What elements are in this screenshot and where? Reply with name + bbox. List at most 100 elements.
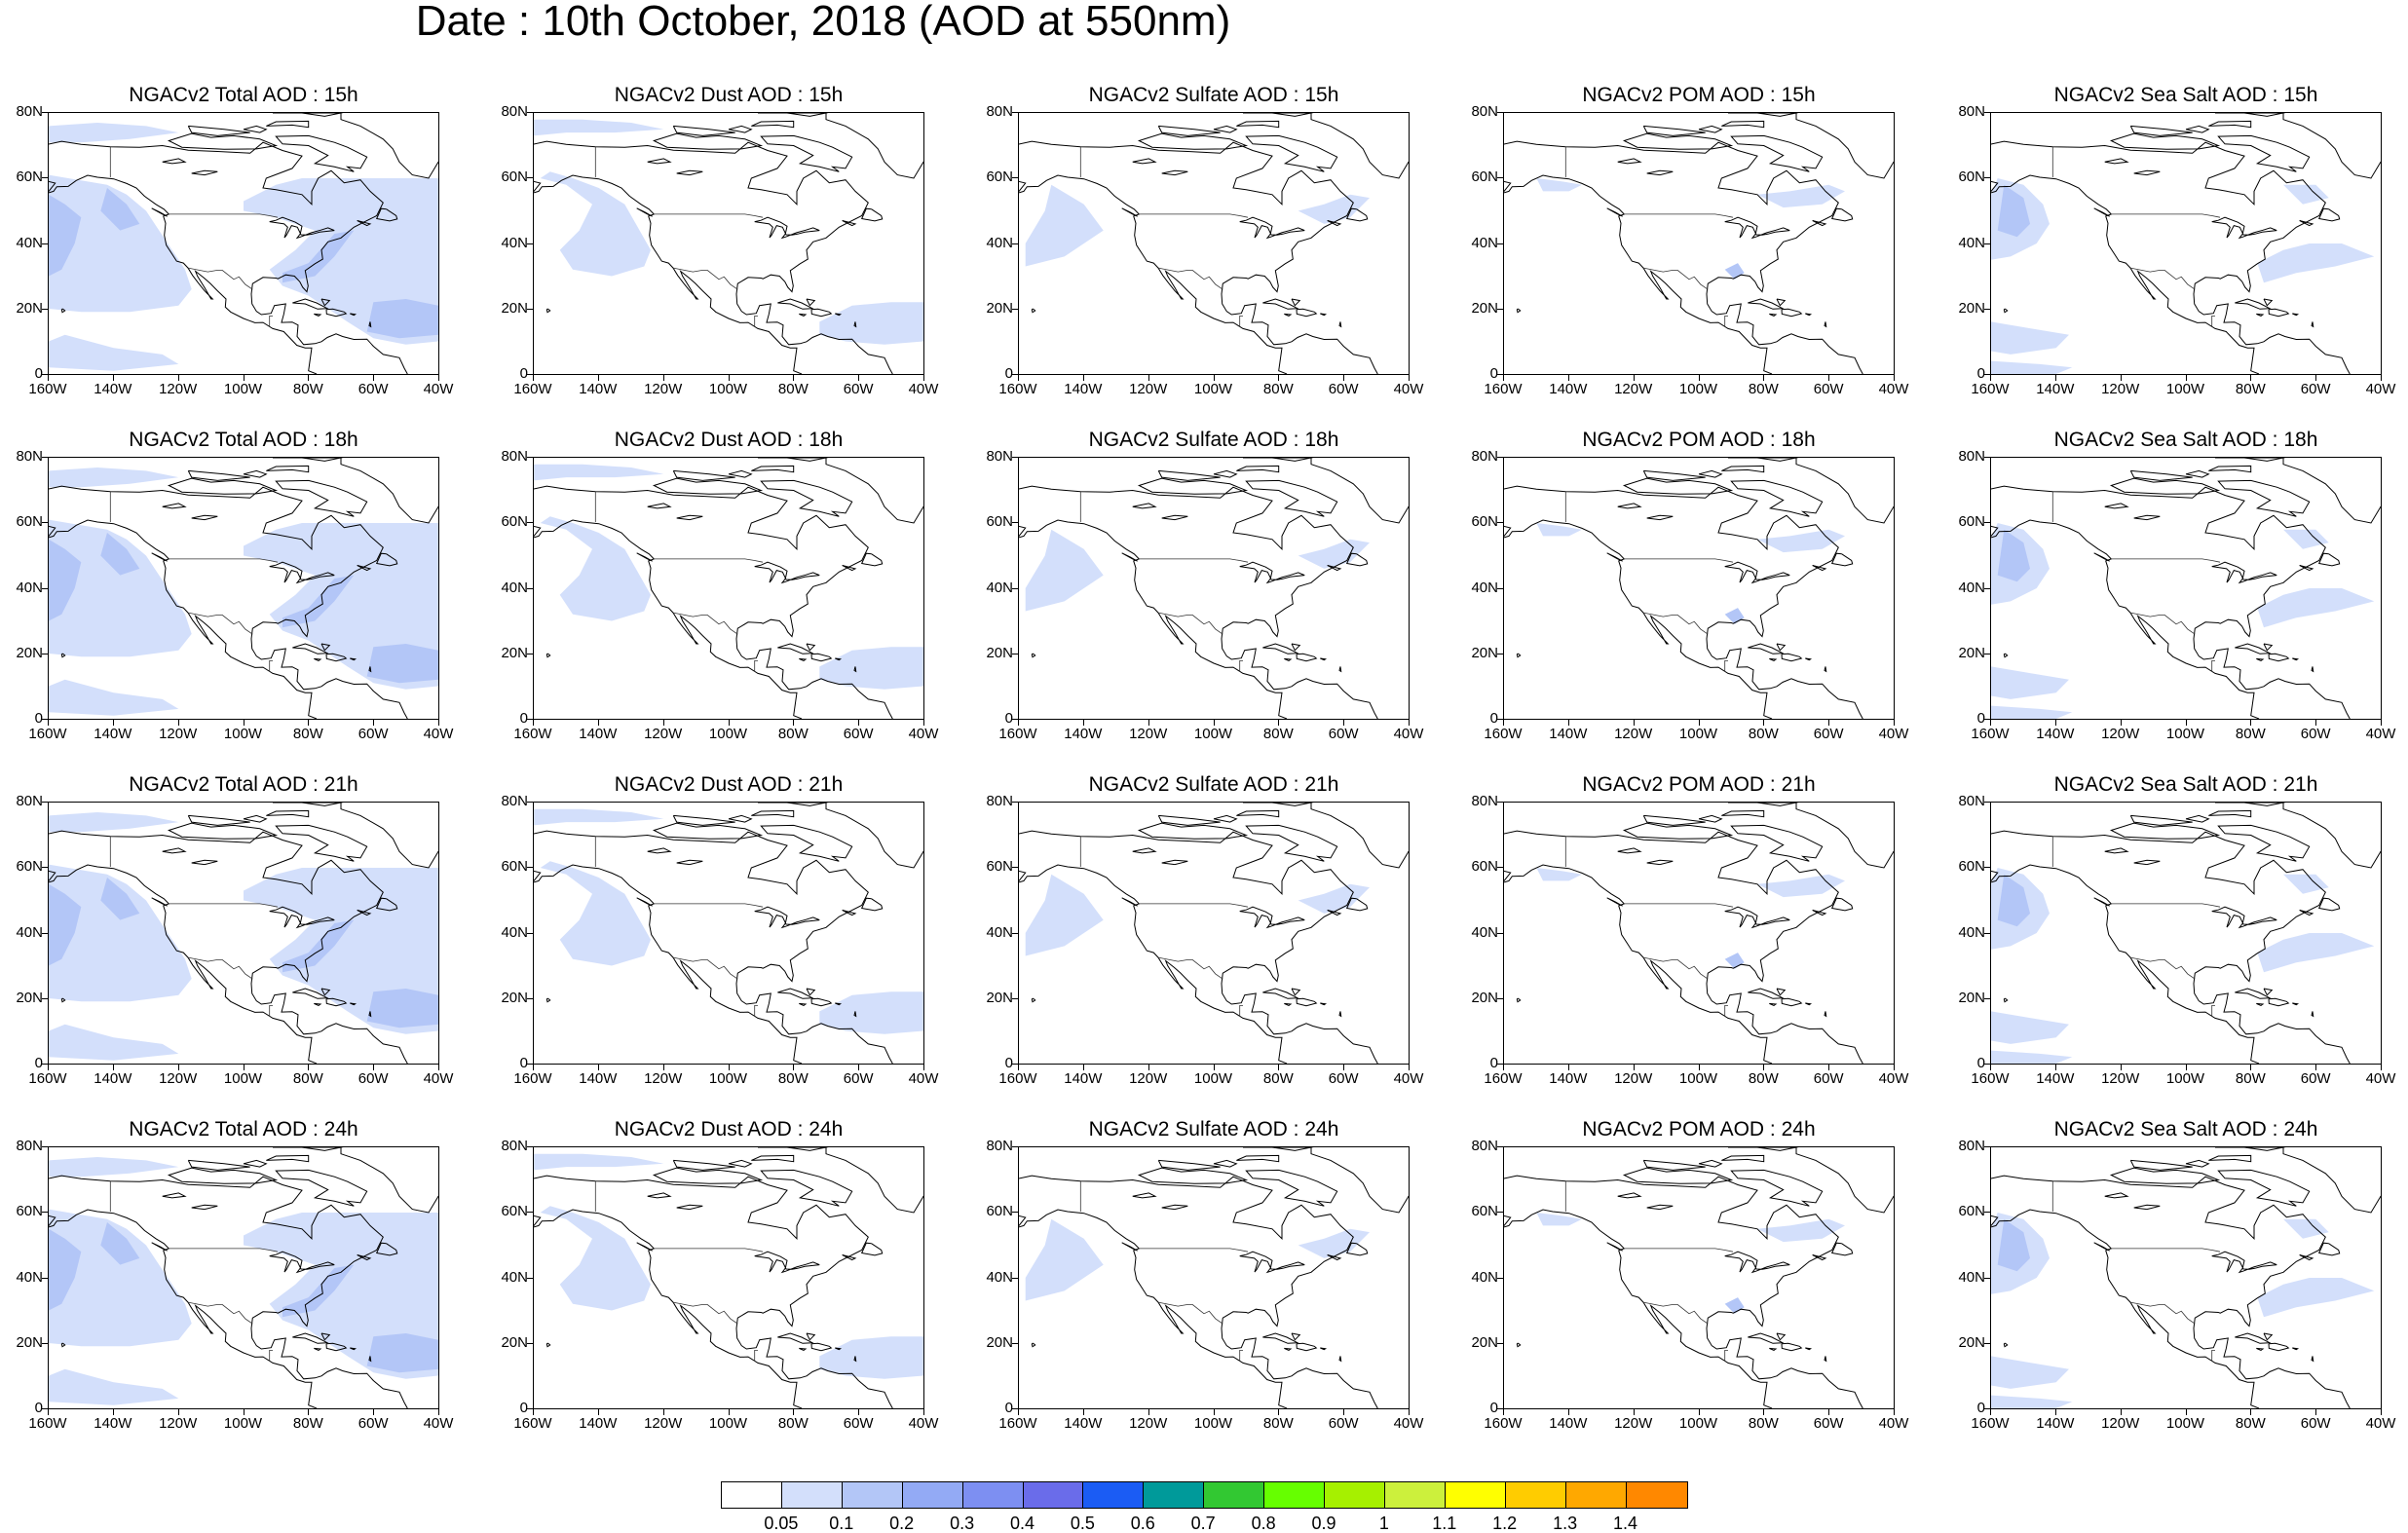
coastline bbox=[2317, 552, 2341, 567]
panel-title: NGACv2 POM AOD : 18h bbox=[1582, 429, 1816, 451]
lat-label: 0 bbox=[1004, 710, 1013, 727]
lat-label: 0 bbox=[34, 710, 43, 727]
lat-label: 20N bbox=[501, 989, 528, 1006]
coastline bbox=[2104, 847, 2129, 854]
lon-label: 140W bbox=[1549, 381, 1588, 397]
lat-label: 20N bbox=[986, 299, 1013, 317]
coastline bbox=[49, 485, 408, 719]
lon-tick bbox=[1567, 1065, 1569, 1070]
map-panel-pom-18h: NGACv2 POM AOD : 18h 80N 60N 40N 20N 0 160W 140… bbox=[1455, 429, 1942, 750]
lon-tick bbox=[1894, 375, 1895, 381]
lon-tick bbox=[728, 1065, 730, 1070]
lon-tick bbox=[1503, 1065, 1504, 1070]
coastline bbox=[1310, 803, 1409, 869]
coastline bbox=[534, 174, 803, 374]
coastline bbox=[350, 1002, 357, 1006]
coastline bbox=[1031, 308, 1036, 314]
coastline bbox=[1291, 988, 1301, 996]
lon-label: 120W bbox=[1614, 1415, 1653, 1432]
map-panel-total-21h: NGACv2 Total AOD : 21h 80N 60N 40N 20N 0 160W 1… bbox=[0, 773, 487, 1095]
aod-shading bbox=[366, 644, 438, 684]
lon-tick bbox=[1698, 375, 1700, 381]
coastline bbox=[777, 1332, 814, 1344]
map-panel-total-24h: NGACv2 Total AOD : 24h 80N 60N 40N 20N 0 160W 1… bbox=[0, 1118, 487, 1440]
coastline bbox=[647, 503, 672, 509]
coastline bbox=[292, 988, 329, 999]
coastline bbox=[777, 643, 814, 654]
coastline bbox=[1646, 859, 1674, 866]
aod-shading bbox=[1536, 1213, 1582, 1226]
coastline bbox=[1137, 132, 1249, 150]
coastline bbox=[1698, 469, 1723, 478]
lon-tick bbox=[2185, 1065, 2187, 1070]
coastline bbox=[1320, 313, 1328, 317]
lat-label: 80N bbox=[1958, 103, 1985, 120]
colorbar-label: 1.3 bbox=[1553, 1514, 1578, 1533]
aod-shading bbox=[1298, 1228, 1370, 1258]
lat-label: 0 bbox=[519, 1055, 528, 1071]
lon-label: 140W bbox=[579, 726, 618, 742]
coastline bbox=[1504, 519, 1773, 719]
coastline bbox=[2292, 657, 2300, 661]
country-border bbox=[654, 213, 764, 218]
coastline bbox=[534, 864, 803, 1064]
lat-tick bbox=[1012, 374, 1018, 375]
coastline bbox=[1781, 1342, 1803, 1352]
coastline bbox=[2263, 1332, 2274, 1341]
aod-shading bbox=[1991, 360, 2073, 374]
aod-shading bbox=[2257, 588, 2375, 628]
lat-label: 20N bbox=[501, 644, 528, 661]
lat-label: 80N bbox=[1958, 793, 1985, 809]
lon-tick bbox=[373, 375, 375, 381]
lon-label: 80W bbox=[1262, 1070, 1294, 1087]
country-border bbox=[654, 1248, 764, 1253]
coastline bbox=[652, 822, 764, 840]
country-border bbox=[672, 1301, 738, 1325]
coastline bbox=[1262, 1332, 1299, 1344]
lon-tick bbox=[2315, 720, 2317, 726]
aod-shading bbox=[540, 171, 651, 277]
coastline bbox=[751, 809, 795, 818]
lon-label: 40W bbox=[423, 726, 454, 742]
coastline bbox=[1121, 552, 1138, 562]
aod-shading bbox=[100, 1222, 140, 1265]
lon-label: 40W bbox=[1878, 726, 1909, 742]
lon-label: 140W bbox=[1064, 726, 1103, 742]
coastline bbox=[1642, 469, 1706, 481]
lat-label: 20N bbox=[501, 299, 528, 317]
lon-tick bbox=[793, 1409, 795, 1415]
map-panel-dust-18h: NGACv2 Dust AOD : 18h 80N 60N 40N 20N 0 160W 14… bbox=[485, 429, 972, 750]
lat-label: 40N bbox=[16, 923, 43, 941]
colorbar-swatch bbox=[1444, 1481, 1507, 1509]
coastline bbox=[162, 503, 187, 509]
map-frame bbox=[48, 112, 439, 375]
lon-tick bbox=[1278, 375, 1280, 381]
coastline bbox=[60, 1342, 66, 1348]
lon-tick bbox=[662, 1409, 664, 1415]
panel-title: NGACv2 Sulfate AOD : 15h bbox=[1088, 84, 1339, 106]
coastline bbox=[1504, 174, 1773, 374]
lat-tick bbox=[527, 243, 533, 244]
coastline bbox=[49, 830, 408, 1064]
lon-label: 60W bbox=[2300, 1415, 2331, 1432]
coastline bbox=[842, 1254, 857, 1261]
coastline bbox=[2133, 169, 2161, 176]
colorbar-swatch bbox=[721, 1481, 783, 1509]
lat-label: 0 bbox=[1489, 710, 1498, 727]
lat-tick bbox=[42, 1212, 48, 1214]
aod-shading bbox=[49, 1228, 82, 1311]
coastline bbox=[751, 120, 795, 129]
panel-title: NGACv2 Sulfate AOD : 24h bbox=[1088, 1118, 1339, 1140]
coastline bbox=[1730, 1169, 1824, 1207]
coastline bbox=[1830, 1242, 1854, 1256]
coastline bbox=[1345, 552, 1369, 567]
lon-label: 100W bbox=[2165, 726, 2205, 742]
aod-shading bbox=[1536, 868, 1582, 881]
lon-label: 160W bbox=[998, 726, 1037, 742]
aod-shading bbox=[1757, 529, 1845, 553]
coastline bbox=[2185, 469, 2210, 478]
coastline bbox=[1296, 1342, 1318, 1352]
coastline bbox=[2268, 308, 2290, 318]
lat-tick bbox=[42, 932, 48, 934]
aod-shading bbox=[819, 647, 923, 690]
